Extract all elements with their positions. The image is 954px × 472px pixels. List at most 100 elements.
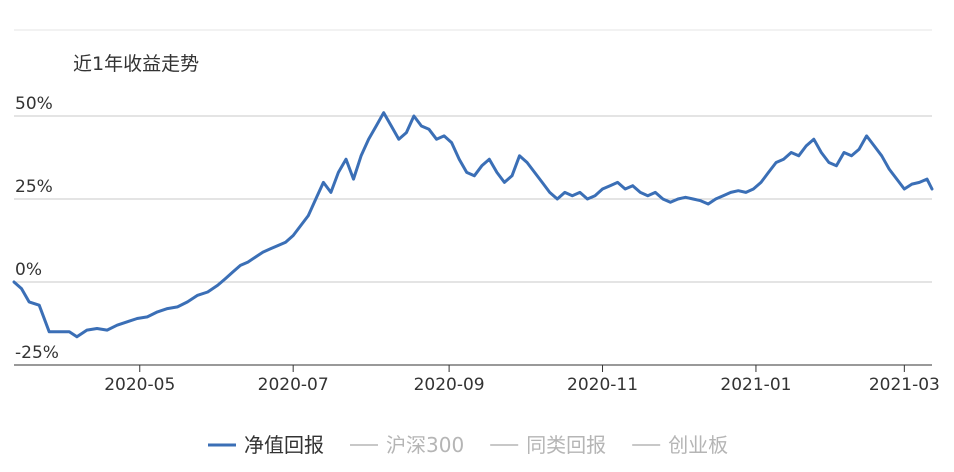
data-point	[918, 181, 921, 184]
data-point	[367, 138, 370, 141]
data-point	[20, 287, 23, 290]
data-point	[857, 148, 861, 151]
data-point	[359, 154, 363, 157]
data-point	[344, 158, 348, 161]
data-point	[880, 154, 883, 157]
data-point	[563, 191, 566, 194]
data-point	[661, 197, 665, 201]
data-point	[654, 191, 657, 194]
data-point	[601, 187, 604, 191]
legend[interactable]: 净值回报 沪深300 同类回报 创业板	[208, 433, 728, 457]
data-point	[571, 194, 574, 197]
data-point	[397, 138, 400, 141]
legend-item[interactable]: 净值回报	[208, 433, 324, 457]
data-point	[12, 280, 16, 284]
data-point	[352, 177, 355, 181]
data-point	[525, 161, 529, 164]
data-point	[105, 328, 109, 332]
data-point	[812, 138, 815, 141]
y-axis-ticks: 50% 25% 0% -25%	[15, 94, 59, 363]
data-point	[495, 171, 499, 174]
data-point	[737, 189, 740, 192]
data-point	[450, 141, 453, 144]
data-point	[797, 154, 800, 157]
data-point	[136, 317, 139, 320]
data-point	[774, 161, 778, 164]
data-point	[578, 191, 582, 194]
data-point	[820, 151, 823, 154]
data-point	[752, 187, 755, 191]
data-point	[224, 277, 227, 280]
data-point	[186, 300, 189, 304]
data-point	[307, 214, 310, 217]
data-point	[556, 197, 559, 201]
data-point	[616, 181, 619, 184]
data-point	[676, 197, 680, 201]
data-point	[782, 158, 785, 161]
data-point	[850, 154, 853, 157]
data-point	[608, 184, 612, 187]
data-point	[299, 224, 302, 227]
data-point	[442, 134, 446, 138]
data-point	[269, 247, 272, 250]
data-point	[503, 181, 506, 184]
data-point	[176, 305, 179, 309]
data-point	[827, 161, 831, 164]
data-point	[337, 171, 340, 174]
data-point	[699, 199, 702, 202]
data-point	[314, 197, 317, 201]
legend-label: 净值回报	[244, 433, 324, 457]
data-point	[27, 300, 31, 304]
x-tick-label: 2021-03	[869, 375, 940, 395]
data-point	[390, 124, 393, 128]
data-point	[216, 284, 219, 287]
data-point	[206, 290, 209, 294]
x-tick-label: 2020-07	[258, 375, 329, 395]
data-point	[427, 128, 431, 131]
data-point	[684, 196, 687, 199]
data-point	[548, 191, 551, 194]
data-point	[405, 131, 408, 134]
legend-item[interactable]: 沪深300	[350, 433, 464, 457]
data-point	[276, 244, 280, 247]
data-point	[75, 335, 79, 338]
data-point	[58, 330, 61, 333]
data-point	[722, 194, 725, 197]
data-point	[925, 177, 929, 181]
data-point	[510, 174, 514, 177]
data-point	[646, 194, 649, 197]
data-point	[126, 320, 129, 323]
data-point	[329, 191, 333, 194]
data-point	[284, 241, 287, 244]
data-point	[458, 158, 461, 161]
x-tick-label: 2020-09	[414, 375, 485, 395]
legend-item[interactable]: 同类回报	[490, 433, 606, 457]
data-point	[805, 144, 808, 148]
x-axis-ticks: 2020-05 2020-07 2020-09 2020-11 2021-01 2021-…	[104, 365, 940, 395]
data-point	[691, 197, 695, 201]
x-tick-label: 2020-11	[567, 375, 638, 395]
data-point	[903, 187, 906, 191]
data-point	[759, 181, 763, 184]
chart-title: 近1年收益走势	[73, 53, 199, 75]
data-point	[624, 187, 627, 191]
data-point	[420, 124, 423, 128]
x-tick-label: 2020-05	[104, 375, 175, 395]
data-point	[895, 177, 898, 181]
data-point	[156, 310, 159, 314]
data-point	[68, 330, 71, 333]
data-point	[261, 250, 265, 254]
legend-item[interactable]: 创业板	[632, 433, 728, 457]
data-point	[435, 138, 438, 141]
legend-label: 沪深300	[386, 433, 464, 457]
data-point	[412, 114, 416, 118]
data-point	[375, 124, 378, 128]
data-point	[38, 304, 41, 307]
data-point	[729, 191, 732, 194]
data-point	[473, 174, 476, 177]
data-point	[166, 307, 169, 310]
y-tick-label: -25%	[15, 343, 59, 363]
y-tick-label: 50%	[15, 94, 53, 114]
